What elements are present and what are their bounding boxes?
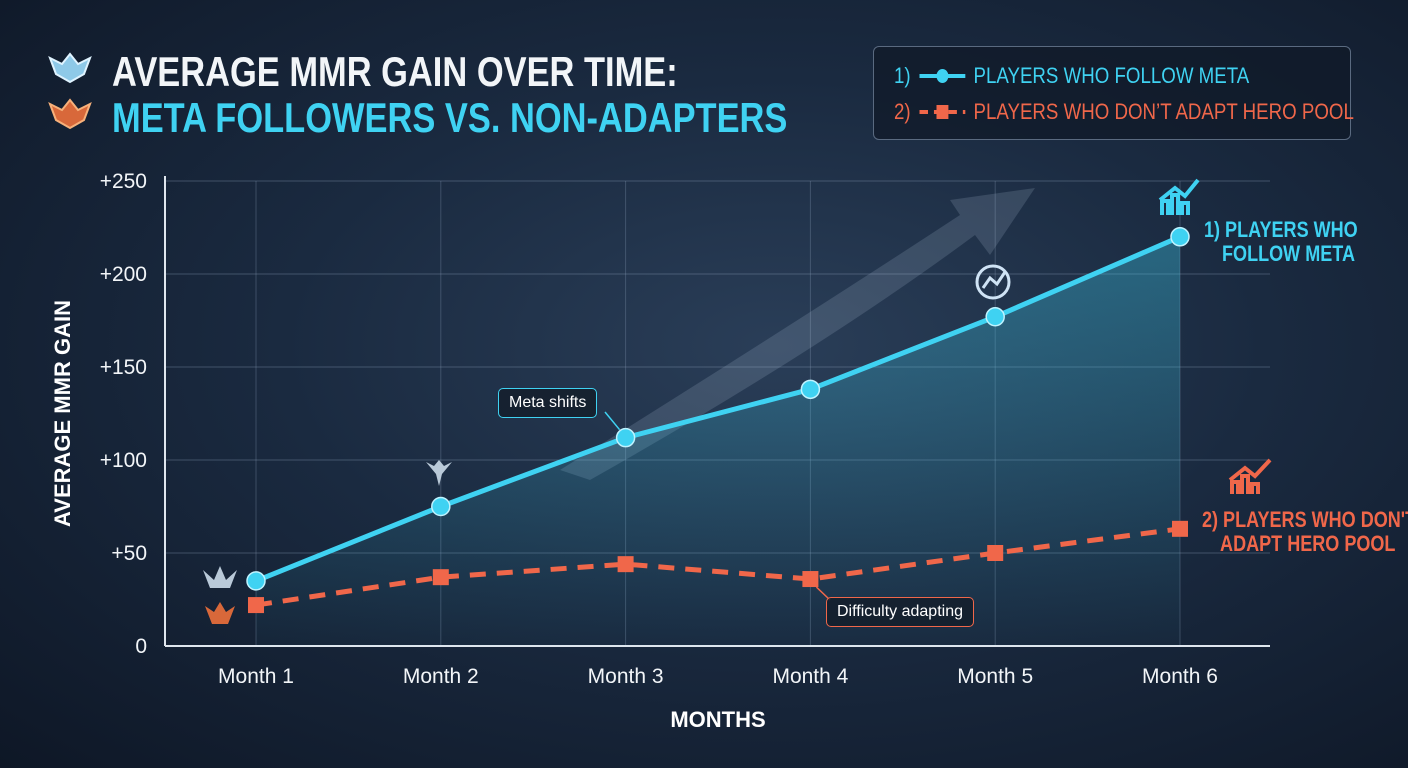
y-tick-label: +50 [111, 542, 147, 565]
rank-icon [426, 460, 452, 486]
annotation-connector [604, 411, 621, 431]
trend-chart-icon [1228, 458, 1272, 494]
legend-item-meta: 1) PLAYERS WHO FOLLOW META [894, 63, 1249, 89]
refresh-icon [981, 271, 1007, 289]
x-tick-label: Month 4 [772, 665, 848, 688]
annotation-meta-shifts: Meta shifts [498, 388, 598, 418]
end-label-line: FOLLOW META [1222, 241, 1355, 266]
refresh-icon [975, 264, 1011, 300]
data-point [432, 569, 449, 586]
rank-icon [205, 602, 235, 624]
y-tick-label: +250 [100, 170, 147, 193]
data-point [617, 556, 634, 573]
legend-label: PLAYERS WHO FOLLOW META [973, 63, 1250, 88]
rank-badge-icon [48, 98, 92, 130]
x-tick-label: Month 5 [957, 665, 1033, 688]
legend-item-non-adapters: 2) PLAYERS WHO DON’T ADAPT HERO POOL [894, 99, 1354, 125]
trend-arrow [560, 188, 1035, 480]
y-axis-label: AVERAGE MMR GAIN [50, 300, 75, 527]
annotation-difficulty-adapting: Difficulty adapting [826, 597, 974, 627]
data-point [985, 307, 1005, 327]
x-axis-label: MONTHS [670, 707, 765, 732]
data-point [615, 427, 636, 448]
x-tick-label: Month 3 [588, 665, 664, 688]
series-line-2 [255, 526, 1181, 608]
data-point [800, 379, 821, 400]
x-tick-label: Month 2 [403, 665, 479, 688]
x-tick-label: Month 6 [1142, 665, 1218, 688]
end-label-line: ADAPT HERO POOL [1220, 531, 1396, 556]
data-point [987, 545, 1004, 561]
rank-badge-icon [48, 52, 92, 84]
legend: 1) PLAYERS WHO FOLLOW META 2) PLAYERS WH… [873, 46, 1354, 140]
series-area-fill [256, 236, 1180, 647]
rank-icon [203, 566, 237, 588]
end-label-meta: 1) PLAYERS WHO FOLLOW META [1204, 218, 1358, 266]
chart-title-line1: AVERAGE MMR GAIN OVER TIME: [112, 48, 678, 95]
data-point [1170, 227, 1190, 247]
data-point [802, 571, 819, 588]
y-tick-label: +150 [100, 356, 147, 379]
data-point [431, 496, 451, 517]
end-label-non-adapters: 2) PLAYERS WHO DON'T ADAPT HERO POOL [1202, 508, 1408, 556]
y-tick-label: +200 [100, 263, 147, 286]
circle-marker-icon [919, 69, 966, 83]
series-line-1 [255, 234, 1181, 584]
data-point [248, 597, 264, 614]
square-marker-icon [919, 105, 966, 119]
data-point [1172, 520, 1188, 537]
chart-title-line2: META FOLLOWERS VS. NON-ADAPTERS [112, 94, 788, 141]
legend-label: PLAYERS WHO DON’T ADAPT HERO POOL [973, 99, 1354, 124]
data-point [246, 571, 266, 591]
y-tick-label: +100 [100, 449, 147, 472]
end-label-line: 1) PLAYERS WHO [1204, 217, 1358, 242]
end-label-line: 2) PLAYERS WHO DON'T [1202, 507, 1408, 532]
legend-index: 2) [894, 99, 911, 124]
y-tick-label: 0 [135, 635, 147, 658]
x-tick-label: Month 1 [218, 665, 294, 688]
trend-chart-icon [1158, 178, 1200, 215]
legend-index: 1) [894, 63, 911, 88]
